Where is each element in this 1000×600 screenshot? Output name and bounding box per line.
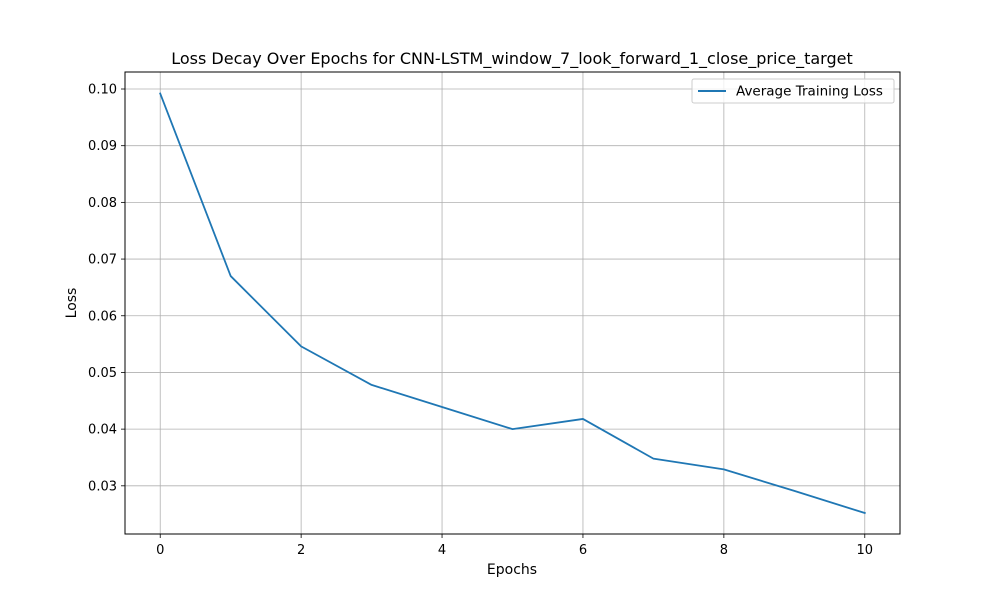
x-tick-label: 6 xyxy=(579,543,587,558)
y-tick-label: 0.05 xyxy=(88,366,117,381)
legend-box xyxy=(691,78,895,104)
legend: Average Training Loss xyxy=(691,78,895,104)
y-tick-label: 0.04 xyxy=(88,423,117,438)
x-tick-label: 10 xyxy=(856,543,873,558)
legend-label: Average Training Loss xyxy=(736,84,883,100)
x-axis-label: Epochs xyxy=(487,562,537,578)
y-tick-label: 0.09 xyxy=(88,139,117,154)
y-tick-label: 0.10 xyxy=(88,83,117,98)
x-tick-label: 8 xyxy=(720,543,728,558)
plot-area-frame xyxy=(124,71,901,535)
chart-title: Loss Decay Over Epochs for CNN-LSTM_wind… xyxy=(171,49,852,69)
series-line-average-training-loss xyxy=(159,92,866,515)
grid xyxy=(125,72,900,534)
series-layer xyxy=(159,92,866,515)
y-axis-ticks: 0.03 0.04 0.05 0.06 0.07 0.08 0.09 0.10 xyxy=(88,83,125,494)
y-axis-label: Loss xyxy=(64,288,80,319)
y-tick-label: 0.06 xyxy=(88,309,117,324)
x-axis-ticks: 0 2 4 6 8 10 xyxy=(156,534,873,558)
x-tick-label: 0 xyxy=(156,543,164,558)
x-tick-label: 4 xyxy=(438,543,446,558)
y-tick-label: 0.07 xyxy=(88,253,117,268)
y-tick-label: 0.08 xyxy=(88,196,117,211)
y-tick-label: 0.03 xyxy=(88,479,117,494)
x-tick-label: 2 xyxy=(297,543,305,558)
